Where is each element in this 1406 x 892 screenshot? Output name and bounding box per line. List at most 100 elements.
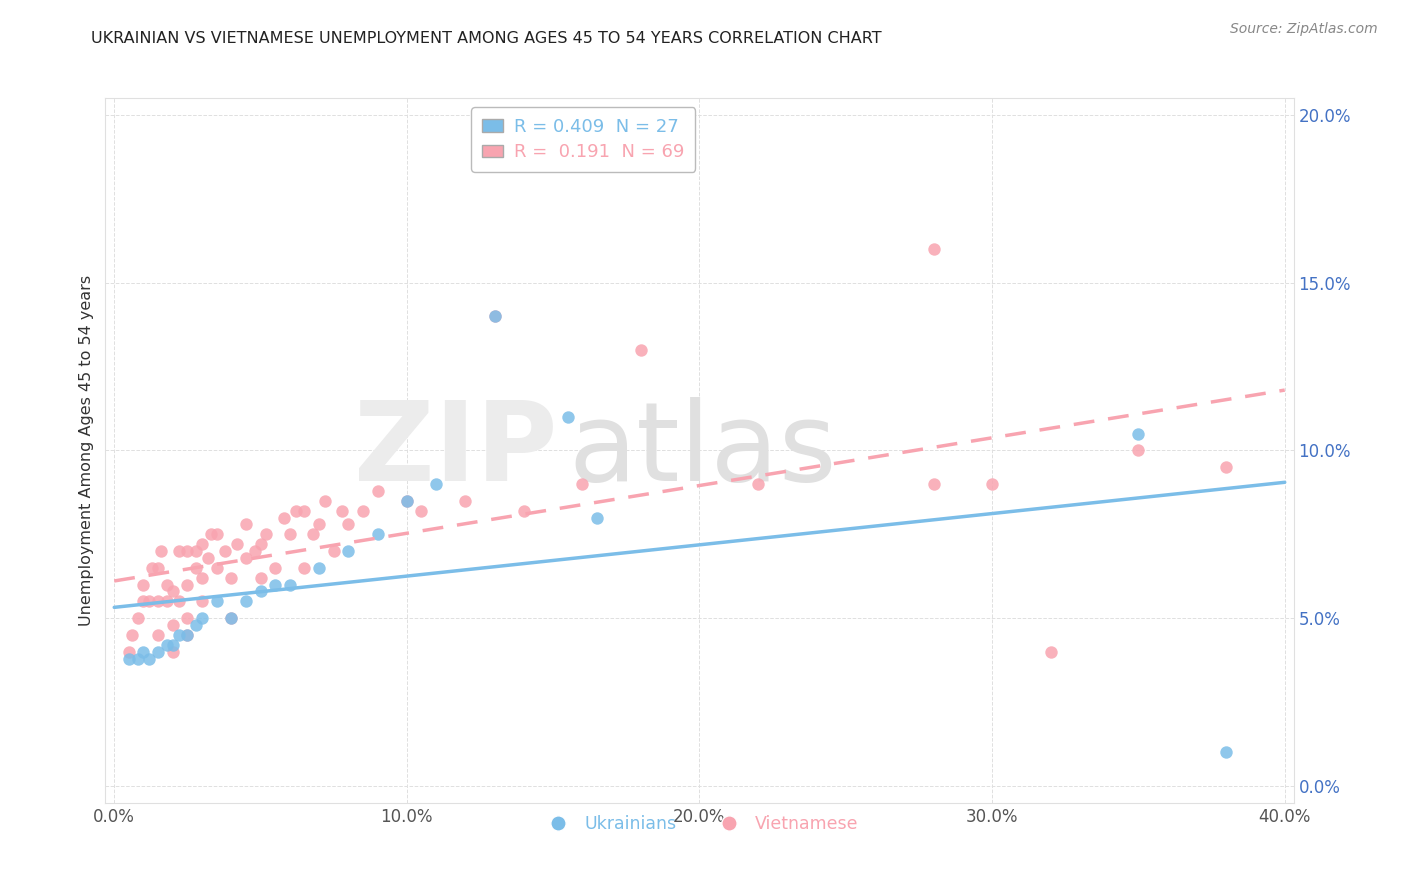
Point — [191, 611, 214, 625]
Point — [630, 343, 652, 357]
Point — [141, 561, 163, 575]
Y-axis label: Unemployment Among Ages 45 to 54 years: Unemployment Among Ages 45 to 54 years — [79, 275, 94, 626]
Point — [191, 594, 214, 608]
Point — [146, 628, 169, 642]
Point — [981, 477, 1004, 491]
Point — [167, 628, 190, 642]
Point — [176, 611, 198, 625]
Point — [249, 571, 271, 585]
Point — [167, 544, 190, 558]
Point — [308, 517, 330, 532]
Point — [454, 493, 477, 508]
Point — [273, 510, 295, 524]
Point — [484, 310, 506, 324]
Point — [249, 584, 271, 599]
Point — [1215, 460, 1237, 475]
Point — [308, 561, 330, 575]
Point — [150, 544, 173, 558]
Point — [186, 618, 208, 632]
Point — [571, 477, 593, 491]
Point — [278, 577, 301, 591]
Point — [205, 594, 228, 608]
Text: Source: ZipAtlas.com: Source: ZipAtlas.com — [1230, 22, 1378, 37]
Point — [146, 594, 169, 608]
Point — [127, 651, 149, 665]
Point — [1039, 645, 1062, 659]
Point — [367, 527, 389, 541]
Point — [156, 577, 179, 591]
Point — [197, 550, 219, 565]
Point — [352, 504, 374, 518]
Point — [264, 561, 287, 575]
Point — [249, 537, 271, 551]
Point — [214, 544, 236, 558]
Text: ZIP: ZIP — [353, 397, 557, 504]
Point — [294, 561, 316, 575]
Point — [146, 645, 169, 659]
Point — [156, 638, 179, 652]
Point — [337, 517, 360, 532]
Point — [138, 651, 160, 665]
Point — [200, 527, 222, 541]
Point — [132, 577, 155, 591]
Point — [176, 628, 198, 642]
Point — [332, 504, 354, 518]
Point — [243, 544, 266, 558]
Point — [425, 477, 447, 491]
Point — [132, 645, 155, 659]
Point — [205, 561, 228, 575]
Point — [254, 527, 277, 541]
Point — [1215, 746, 1237, 760]
Point — [284, 504, 307, 518]
Point — [156, 594, 179, 608]
Point — [586, 510, 609, 524]
Point — [922, 477, 945, 491]
Point — [235, 594, 257, 608]
Point — [162, 584, 184, 599]
Point — [191, 537, 214, 551]
Point — [922, 242, 945, 256]
Point — [747, 477, 769, 491]
Point — [1128, 443, 1150, 458]
Point — [118, 645, 141, 659]
Point — [395, 493, 418, 508]
Text: atlas: atlas — [569, 397, 838, 504]
Point — [219, 611, 242, 625]
Point — [337, 544, 360, 558]
Point — [186, 544, 208, 558]
Point — [162, 645, 184, 659]
Point — [121, 628, 143, 642]
Point — [176, 544, 198, 558]
Point — [235, 550, 257, 565]
Point — [167, 594, 190, 608]
Point — [1128, 426, 1150, 441]
Point — [176, 628, 198, 642]
Point — [411, 504, 433, 518]
Point — [176, 577, 198, 591]
Point — [294, 504, 316, 518]
Point — [557, 409, 579, 424]
Point — [302, 527, 325, 541]
Point — [278, 527, 301, 541]
Legend: Ukrainians, Vietnamese: Ukrainians, Vietnamese — [534, 808, 865, 840]
Point — [219, 611, 242, 625]
Point — [132, 594, 155, 608]
Point — [513, 504, 536, 518]
Point — [219, 571, 242, 585]
Point — [186, 561, 208, 575]
Point — [322, 544, 344, 558]
Point — [138, 594, 160, 608]
Point — [146, 561, 169, 575]
Point — [395, 493, 418, 508]
Point — [118, 651, 141, 665]
Point — [162, 618, 184, 632]
Point — [235, 517, 257, 532]
Point — [226, 537, 249, 551]
Point — [191, 571, 214, 585]
Point — [367, 483, 389, 498]
Text: UKRAINIAN VS VIETNAMESE UNEMPLOYMENT AMONG AGES 45 TO 54 YEARS CORRELATION CHART: UKRAINIAN VS VIETNAMESE UNEMPLOYMENT AMO… — [91, 31, 882, 46]
Point — [264, 577, 287, 591]
Point — [484, 310, 506, 324]
Point — [162, 638, 184, 652]
Point — [127, 611, 149, 625]
